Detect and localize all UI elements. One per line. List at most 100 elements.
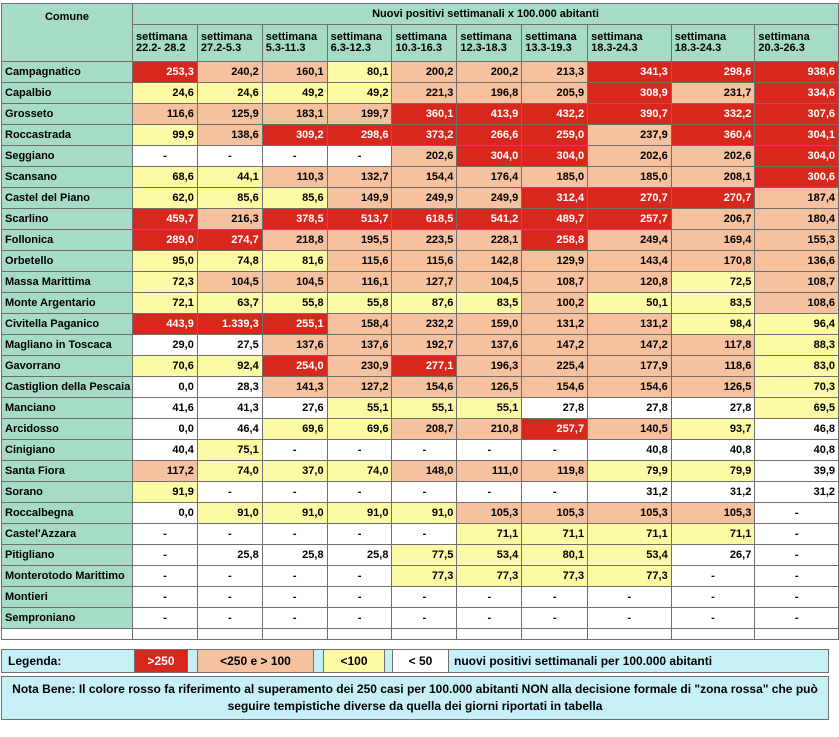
value-cell: 25,8: [326, 544, 393, 566]
value-cell: 53,4: [456, 544, 523, 566]
value-cell: 91,9: [131, 481, 198, 503]
value-cell: -: [326, 523, 393, 545]
value-cell: -: [261, 607, 328, 629]
value-cell: 249,9: [456, 187, 523, 209]
value-cell: 55,1: [326, 397, 393, 419]
value-cell: 49,2: [261, 82, 328, 104]
value-cell: 138,6: [196, 124, 263, 146]
week-word: settimana: [525, 31, 577, 43]
value-cell: 50,1: [587, 292, 672, 314]
value-cell: 187,4: [754, 187, 839, 209]
value-cell: -: [326, 565, 393, 587]
table-row: Santa Fiora 117,2 74,0 37,0 74,0 148,0 111,0 11…: [1, 460, 839, 482]
week-word: settimana: [330, 31, 382, 43]
comune-column-header: Comune: [1, 3, 133, 62]
table-row: Sorano 91,9- - - - - -31,2 31,2 31,2: [1, 481, 839, 503]
value-cell: 169,4: [670, 229, 756, 251]
value-cell: 308,9: [587, 82, 672, 104]
value-cell: 55,8: [261, 292, 328, 314]
table-row: Monterotodo Marittimo - - - -77,3 77,3 77,3 77,…: [1, 565, 839, 587]
value-cell: 27,6: [261, 397, 328, 419]
value-cell: -: [196, 607, 263, 629]
value-cell: 137,6: [456, 334, 523, 356]
value-cell: 257,7: [521, 418, 589, 440]
table-row: Castiglion della Pescaia 0,0 28,3 141,3 127,…: [1, 376, 839, 398]
value-cell: 92,4: [196, 355, 263, 377]
value-cell: -: [131, 523, 198, 545]
value-cell: -: [670, 586, 756, 608]
value-cell: -: [261, 586, 328, 608]
value-cell: 136,6: [754, 250, 839, 272]
value-cell: 0,0: [131, 376, 198, 398]
value-cell: 137,6: [326, 334, 393, 356]
value-cell: 149,9: [326, 187, 393, 209]
value-cell: 147,2: [587, 334, 672, 356]
spacer-cell: [521, 628, 589, 640]
value-cell: 71,1: [521, 523, 589, 545]
value-cell: 202,6: [670, 145, 756, 167]
value-cell: 232,2: [391, 313, 458, 335]
value-cell: 253,3: [131, 61, 198, 83]
legend-orange-swatch: <250 e > 100: [197, 650, 314, 672]
table-row: Castel del Piano 62,0 85,6 85,6 149,9 249,9 24…: [1, 187, 839, 209]
value-cell: 274,7: [196, 229, 263, 251]
week-range: 22.2- 28.2: [135, 42, 186, 54]
value-cell: -: [261, 565, 328, 587]
week-range: 12.3-18.3: [460, 42, 507, 54]
value-cell: 40,8: [587, 439, 672, 461]
value-cell: -: [131, 565, 198, 587]
value-cell: 312,4: [521, 187, 589, 209]
value-cell: 218,8: [261, 229, 328, 251]
value-cell: 72,5: [670, 271, 756, 293]
value-cell: 26,7: [670, 544, 756, 566]
value-cell: 304,1: [754, 124, 839, 146]
table-row: Gavorrano 70,6 92,4 254,0 230,9 277,1 196,3 225…: [1, 355, 839, 377]
value-cell: 108,7: [521, 271, 589, 293]
value-cell: 489,7: [521, 208, 589, 230]
legend-bar: Legenda: >250 <250 e > 100 <100 < 50 nuo…: [1, 649, 829, 673]
spacer-cell: [670, 628, 756, 640]
value-cell: -: [521, 481, 589, 503]
value-cell: 55,1: [456, 397, 523, 419]
comune-name: Roccastrada: [1, 124, 133, 146]
value-cell: 91,0: [196, 502, 263, 524]
week-header-8: settimana 18.3-24.3: [670, 24, 756, 62]
value-cell: 99,9: [131, 124, 198, 146]
value-cell: 289,0: [131, 229, 198, 251]
value-cell: 249,9: [391, 187, 458, 209]
value-cell: 259,0: [521, 124, 589, 146]
value-cell: 185,0: [587, 166, 672, 188]
table-row: Scansano 68,6 44,1 110,3 132,7 154,4 176,4 185,…: [1, 166, 839, 188]
value-cell: 200,2: [456, 61, 523, 83]
value-cell: 513,7: [326, 208, 393, 230]
value-cell: 110,3: [261, 166, 328, 188]
table-row: Monte Argentario 72,1 63,7 55,8 55,8 87,6 83,5…: [1, 292, 839, 314]
spacer-cell: [391, 628, 458, 640]
value-cell: 93,7: [670, 418, 756, 440]
value-cell: 541,2: [456, 208, 523, 230]
value-cell: -: [670, 607, 756, 629]
table-row: Grosseto 116,6 125,9 183,1 199,7 360,1 413,9 43…: [1, 103, 839, 125]
value-cell: 142,8: [456, 250, 523, 272]
value-cell: -: [261, 145, 328, 167]
comune-name: Santa Fiora: [1, 460, 133, 482]
value-cell: 24,6: [196, 82, 263, 104]
value-cell: 27,8: [587, 397, 672, 419]
value-cell: 87,6: [391, 292, 458, 314]
value-cell: 115,6: [326, 250, 393, 272]
value-cell: 72,1: [131, 292, 198, 314]
value-cell: 53,4: [587, 544, 672, 566]
table-body: Campagnatico 253,3 240,2 160,1 80,1 200,2 200,…: [1, 61, 839, 640]
value-cell: 304,0: [521, 145, 589, 167]
value-cell: 270,7: [587, 187, 672, 209]
value-cell: 332,2: [670, 103, 756, 125]
value-cell: 304,0: [456, 145, 523, 167]
value-cell: 44,1: [196, 166, 263, 188]
value-cell: 154,6: [587, 376, 672, 398]
value-cell: -: [754, 607, 839, 629]
value-cell: 195,5: [326, 229, 393, 251]
value-cell: 378,5: [261, 208, 328, 230]
comune-name: Castel del Piano: [1, 187, 133, 209]
value-cell: 304,0: [754, 145, 839, 167]
value-cell: 0,0: [131, 502, 198, 524]
